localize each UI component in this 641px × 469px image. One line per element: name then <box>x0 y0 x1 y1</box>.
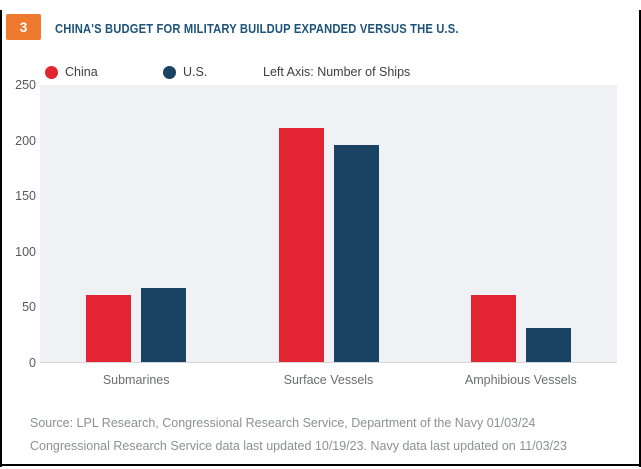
y-axis-tick-200: 200 <box>15 133 36 148</box>
bar-us-surface-vessels <box>333 145 379 362</box>
x-axis-label-surface-vessels: Surface Vessels <box>283 373 374 387</box>
frame-border-left <box>0 10 2 467</box>
left-axis-note: Left Axis: Number of Ships <box>263 65 411 79</box>
legend-label-china: China <box>65 65 98 79</box>
bar-china-surface-vessels <box>278 128 324 362</box>
plot-area <box>40 85 617 363</box>
source-line-2: Congressional Research Service data last… <box>30 439 567 453</box>
source-line-1: Source: LPL Research, Congressional Rese… <box>30 416 536 430</box>
frame-border-bottom <box>0 464 641 466</box>
bar-us-amphibious-vessels <box>525 327 571 362</box>
legend-item-us: U.S. <box>163 64 207 80</box>
x-axis-label-amphibious-vessels: Amphibious Vessels <box>464 373 577 387</box>
figure-number-badge: 3 <box>6 14 41 40</box>
y-axis-tick-250: 250 <box>15 78 36 92</box>
y-axis-tick-100: 100 <box>15 244 36 259</box>
legend-item-china: China <box>45 64 98 80</box>
y-axis-tick-150: 150 <box>15 189 36 204</box>
x-axis-label-submarines: Submarines <box>102 373 170 387</box>
bar-us-submarines <box>141 287 187 362</box>
legend-label-us: U.S. <box>183 65 208 79</box>
us-legend-dot-icon <box>163 65 176 79</box>
bar-china-submarines <box>86 295 132 362</box>
frame-border-right <box>639 10 641 467</box>
bar-china-amphibious-vessels <box>470 295 516 362</box>
y-axis-tick-0: 0 <box>29 356 36 370</box>
chart-title: CHINA'S BUDGET FOR MILITARY BUILDUP EXPA… <box>55 21 459 36</box>
y-axis-tick-50: 50 <box>22 300 36 315</box>
china-legend-dot-icon <box>45 65 58 79</box>
